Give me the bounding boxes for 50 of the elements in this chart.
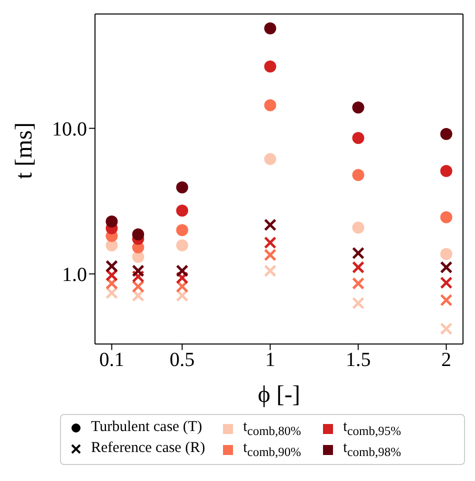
y-tick-label: 1.0 bbox=[62, 264, 87, 286]
point bbox=[352, 296, 364, 310]
point bbox=[132, 228, 144, 240]
legend-label: t$_{comb,80%}$ bbox=[243, 419, 302, 438]
point bbox=[352, 246, 364, 260]
x-tick-label: 2 bbox=[441, 349, 452, 372]
legend-label: t$_{comb,95%}$ bbox=[343, 419, 402, 438]
point bbox=[176, 224, 188, 236]
text: Turbulent case (T) bbox=[91, 419, 202, 436]
point bbox=[440, 261, 453, 274]
x-tick-label: 0.1 bbox=[99, 349, 124, 372]
x-tick-label: 1 bbox=[265, 349, 276, 372]
point bbox=[176, 204, 188, 217]
text: Reference case (R) bbox=[91, 440, 206, 458]
point bbox=[264, 22, 276, 34]
point bbox=[264, 248, 276, 262]
point bbox=[176, 181, 188, 194]
point bbox=[352, 222, 364, 234]
point bbox=[132, 280, 144, 293]
point bbox=[176, 239, 188, 252]
point bbox=[132, 264, 144, 278]
point bbox=[264, 153, 276, 166]
point bbox=[440, 248, 452, 260]
point bbox=[440, 211, 452, 224]
point bbox=[352, 261, 364, 274]
legend-label: t$_{comb,90%}$ bbox=[243, 440, 302, 460]
point bbox=[440, 276, 453, 289]
x-axis-title: ϕ [-] bbox=[258, 382, 300, 408]
point bbox=[264, 218, 276, 232]
point bbox=[352, 277, 364, 290]
point bbox=[352, 168, 364, 181]
point bbox=[440, 322, 453, 336]
y-tick-label: 10.0 bbox=[52, 118, 87, 140]
point bbox=[264, 99, 276, 112]
point bbox=[106, 216, 118, 228]
y-axis-title: t [ms] bbox=[12, 122, 38, 179]
point bbox=[176, 264, 188, 278]
point bbox=[440, 165, 452, 178]
point bbox=[352, 132, 364, 144]
x-tick-label: 1.5 bbox=[346, 349, 371, 372]
point bbox=[440, 294, 453, 306]
point bbox=[105, 286, 118, 300]
point bbox=[440, 128, 452, 140]
legend-label: t$_{comb,98%}$ bbox=[343, 440, 402, 460]
point bbox=[105, 260, 118, 272]
x-tick-label: 0.5 bbox=[170, 349, 195, 372]
point bbox=[264, 236, 276, 249]
point bbox=[264, 60, 276, 72]
point bbox=[352, 102, 364, 114]
point bbox=[264, 264, 276, 278]
